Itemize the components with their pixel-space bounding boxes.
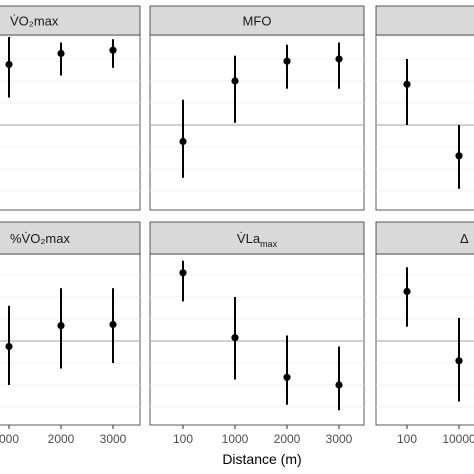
data-point [403, 80, 411, 88]
strip-title: V̇O₂max [10, 14, 59, 29]
x-tick-label: 100 [397, 432, 417, 446]
strip-title: MFO [243, 14, 272, 29]
data-point [109, 320, 117, 329]
data-point [109, 46, 117, 54]
data-point [179, 137, 187, 146]
strip-background [375, 221, 474, 255]
x-tick-label: 1000 [222, 432, 249, 446]
data-point [179, 269, 187, 277]
data-point [231, 77, 239, 85]
data-point [57, 322, 65, 330]
strip-title-subscript: max [260, 239, 278, 249]
panel-grid [376, 36, 474, 192]
data-point [231, 334, 239, 342]
panel-background [0, 34, 141, 211]
panel-grid [150, 36, 364, 192]
panel-grid [0, 274, 140, 408]
panel-grid [376, 274, 474, 408]
x-axis-title: Distance (m) [222, 451, 301, 467]
strip-title: %V̇O₂max [10, 231, 70, 246]
x-tick-label: 000 [0, 432, 19, 446]
panel-2: MFO [149, 5, 365, 211]
panel-background [149, 253, 365, 426]
panel-1: V̇O₂max [0, 5, 141, 211]
panel-5: V̇Lamax [149, 221, 365, 426]
data-point [455, 357, 463, 365]
strip-background [149, 221, 365, 255]
data-point [283, 373, 291, 381]
strip-background [0, 5, 141, 36]
x-tick-label: 10000 [442, 432, 474, 446]
panel-background [0, 253, 141, 426]
data-point [57, 49, 65, 58]
panel-4: %V̇O₂max [0, 221, 141, 426]
x-tick-label: 100 [173, 432, 193, 446]
panel-background [375, 34, 474, 211]
data-point [335, 381, 343, 389]
x-tick-label: 2000 [274, 432, 301, 446]
data-point [5, 342, 13, 351]
panel-background [149, 34, 365, 211]
panel-grid [0, 36, 140, 192]
panel-background [375, 253, 474, 426]
x-tick-label: 2000 [48, 432, 75, 446]
data-point [455, 152, 463, 160]
data-point [403, 287, 411, 296]
data-point [335, 55, 343, 63]
strip-background [0, 221, 141, 255]
x-tick-labels: 000 2000 3000 100 1000 2000 3000 100 10000 [0, 425, 474, 446]
panels-layer: V̇O₂max MFO %V̇O₂max V̇Lamax Δ [0, 5, 474, 426]
panel-6: Δ [375, 221, 474, 426]
strip-background [375, 5, 474, 36]
x-tick-label: 3000 [326, 432, 353, 446]
x-tick-label: 3000 [100, 432, 127, 446]
data-point [5, 60, 13, 69]
panel-3 [375, 5, 474, 211]
data-point [283, 57, 291, 65]
strip-background [149, 5, 365, 36]
strip-title: Δ [460, 231, 469, 246]
